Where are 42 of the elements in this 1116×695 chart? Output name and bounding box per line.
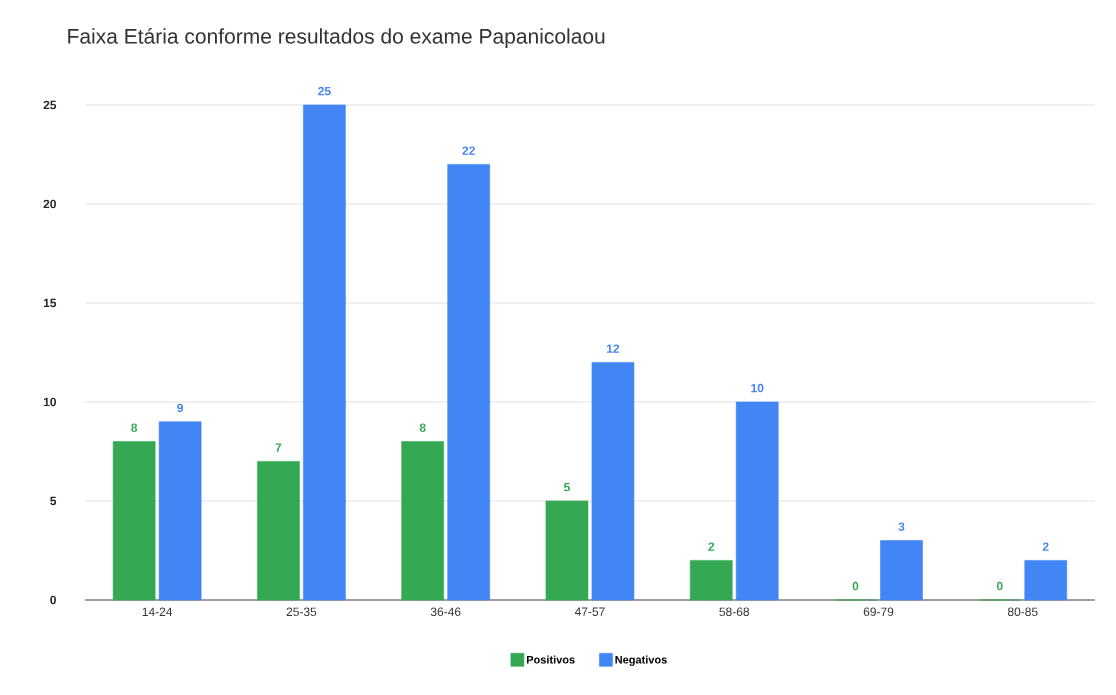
y-tick-label: 15: [43, 298, 57, 308]
data-label: 5: [564, 482, 570, 492]
legend-label: Negativos: [615, 655, 667, 666]
data-label: 22: [462, 146, 475, 155]
data-label: 2: [708, 542, 715, 551]
bar: [545, 500, 589, 601]
bar: [112, 441, 156, 601]
bar: [880, 540, 923, 601]
x-tick-label: 25-35: [286, 607, 317, 617]
bar: [303, 104, 346, 601]
bar: [735, 401, 779, 601]
bar: [401, 441, 444, 601]
legend-label: Positivos: [526, 655, 575, 664]
x-tick-label: 36-46: [430, 607, 461, 617]
data-label: 7: [275, 443, 282, 452]
y-tick-label: 20: [43, 199, 56, 209]
bar: [689, 560, 733, 601]
x-tick-label: 47-57: [574, 607, 605, 616]
x-tick-label: 58-68: [719, 607, 750, 617]
bar: [447, 164, 490, 601]
data-label: 8: [131, 423, 138, 432]
data-label: 3: [898, 522, 905, 531]
data-label: 12: [607, 344, 620, 353]
data-label: 0: [852, 581, 859, 591]
x-tick-label: 80-85: [1007, 607, 1038, 617]
y-tick-label: 10: [43, 397, 56, 407]
chart-title: Faixa Etária conforme resultados do exame Papanicolaou: [68, 28, 605, 48]
data-label: 25: [318, 86, 331, 96]
bar: [257, 461, 300, 601]
bar: [1024, 560, 1068, 601]
y-tick-label: 25: [43, 100, 57, 110]
data-label: 8: [419, 423, 426, 432]
y-tick-label: 5: [50, 496, 57, 506]
data-label: 9: [177, 403, 184, 413]
bar: [158, 421, 202, 601]
y-tick-label: 0: [50, 595, 56, 605]
x-tick-label: 14-24: [142, 607, 173, 616]
data-label: 2: [1042, 542, 1049, 551]
data-label: 10: [751, 383, 764, 393]
bar: [591, 362, 635, 601]
x-tick-label: 69-79: [863, 607, 894, 617]
data-label: 0: [996, 581, 1003, 591]
